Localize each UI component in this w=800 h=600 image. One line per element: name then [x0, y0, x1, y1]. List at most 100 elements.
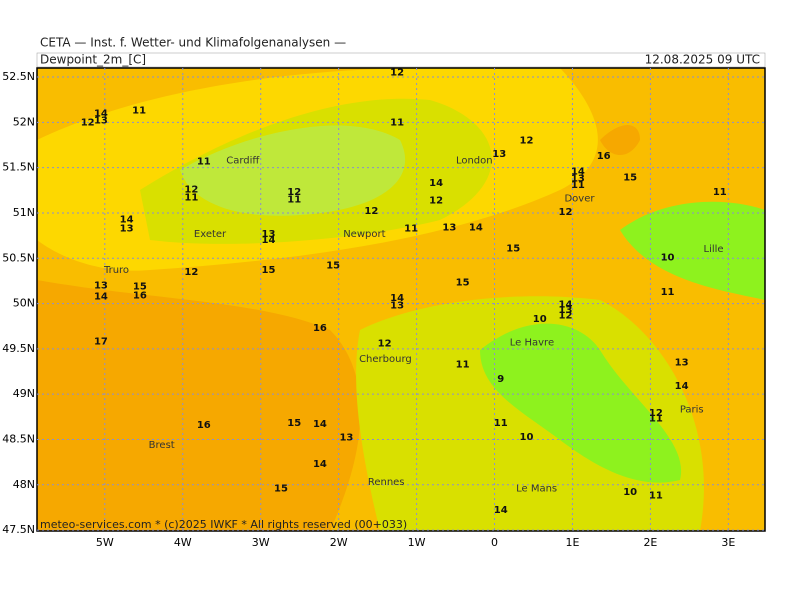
- contour-label: 12: [520, 135, 534, 146]
- contour-label: 11: [390, 117, 404, 128]
- contour-label: 13: [94, 280, 108, 291]
- valid-time: 12.08.2025 09 UTC: [645, 53, 760, 67]
- lon-tick-label: 2W: [330, 536, 348, 549]
- contour-label: 12: [559, 207, 573, 218]
- field: [37, 68, 765, 531]
- contour-label: 16: [313, 323, 327, 334]
- lon-tick-label: 1W: [408, 536, 426, 549]
- contour-label: 16: [597, 151, 611, 162]
- contour-label: 11: [713, 187, 727, 198]
- lat-tick-label: 50.5N: [2, 251, 35, 264]
- contour-label: 11: [649, 414, 663, 425]
- city-label: Rennes: [368, 477, 405, 488]
- contour-label: 10: [533, 314, 547, 325]
- city-label: Exeter: [194, 229, 227, 240]
- contour-label: 13: [571, 174, 585, 185]
- city-label: London: [456, 155, 493, 166]
- contour-label: 12: [184, 267, 198, 278]
- header-bar: [36, 52, 766, 68]
- map-frame: [36, 67, 766, 532]
- lon-tick-label: 2E: [643, 536, 657, 549]
- city-label: Le Havre: [510, 338, 554, 349]
- city-label: Paris: [680, 405, 704, 416]
- parameter: Dewpoint_2m_[C]: [40, 53, 146, 67]
- contour-label: 17: [94, 337, 108, 348]
- city-label: Newport: [343, 229, 385, 240]
- contour-label: 14: [94, 291, 108, 302]
- lat-tick-label: 50N: [13, 297, 35, 310]
- contour-label: 15: [326, 261, 340, 272]
- contour-label: 14: [559, 299, 573, 310]
- lat-tick-label: 47.5N: [2, 523, 35, 536]
- contour-label: 14: [494, 505, 508, 516]
- contour-label: 13: [120, 223, 134, 234]
- contour-label: 10: [661, 252, 675, 263]
- contour-label: 14: [313, 419, 327, 430]
- contour-label: 14: [469, 222, 483, 233]
- lat-tick-label: 52N: [13, 115, 35, 128]
- contour-label: 11: [132, 106, 146, 117]
- lat-tick-label: 49N: [13, 387, 35, 400]
- contour-label: 15: [623, 173, 637, 184]
- contour-label: 9: [497, 374, 504, 385]
- contour-label: 11: [404, 223, 418, 234]
- contour-label: 10: [623, 487, 637, 498]
- lat-tick-label: 48N: [13, 478, 35, 491]
- lat-tick-label: 48.5N: [2, 432, 35, 445]
- lat-tick-label: 51N: [13, 206, 35, 219]
- contour-label: 11: [456, 359, 470, 370]
- contour-label: 13: [262, 229, 276, 240]
- contour-label: 11: [649, 491, 663, 502]
- contour-label: 13: [675, 357, 689, 368]
- city-label: Cardiff: [226, 155, 260, 166]
- contour-label: 15: [274, 483, 288, 494]
- city-label: Cherbourg: [359, 354, 412, 365]
- contour-label: 15: [456, 278, 470, 289]
- lon-tick-label: 0: [491, 536, 498, 549]
- lon-tick-label: 5W: [96, 536, 114, 549]
- contour-label: 12: [287, 187, 301, 198]
- contour-label: 12: [429, 195, 443, 206]
- header-title: CETA — Inst. f. Wetter- und Klimafolgena…: [40, 36, 346, 50]
- contour-label: 16: [133, 290, 147, 301]
- contour-label: 11: [184, 193, 198, 204]
- contour-label: 11: [494, 418, 508, 429]
- contour-label: 14: [571, 166, 585, 177]
- contour-label: 14: [675, 381, 689, 392]
- contour-label: 15: [133, 281, 147, 292]
- contour-label: 13: [559, 305, 573, 316]
- contour-label: 14: [262, 235, 276, 246]
- lat-tick-label: 49.5N: [2, 342, 35, 355]
- contour-label: 12: [81, 117, 95, 128]
- contour-label: 12: [559, 310, 573, 321]
- contour-label: 14: [429, 178, 443, 189]
- city-label: Brest: [149, 440, 175, 451]
- contour-label: 13: [492, 149, 506, 160]
- contour-label: 13: [339, 433, 353, 444]
- contour-label: 16: [197, 420, 211, 431]
- lon-tick-label: 3W: [252, 536, 270, 549]
- contour-label: 10: [520, 432, 534, 443]
- city-label: Dover: [564, 193, 595, 204]
- contour-label: 11: [287, 194, 301, 205]
- contour-label: 14: [313, 459, 327, 470]
- contour-label: 11: [571, 180, 585, 191]
- footer: meteo-services.com * (c)2025 IWKF * All …: [40, 518, 407, 531]
- contour-label: 14: [390, 293, 404, 304]
- contour-label: 12: [364, 206, 378, 217]
- lat-tick-label: 51.5N: [2, 161, 35, 174]
- lon-tick-label: 4W: [174, 536, 192, 549]
- contour-label: 15: [287, 418, 301, 429]
- city-label: Truro: [103, 265, 129, 276]
- contour-label: 12: [378, 338, 392, 349]
- contour-label: 13: [94, 116, 108, 127]
- contour-label: 14: [120, 214, 134, 225]
- contour-label: 12: [649, 408, 663, 419]
- contour-label: 12: [390, 68, 404, 79]
- contour-label: 12: [184, 184, 198, 195]
- contour-label: 15: [506, 243, 520, 254]
- contour-label: 15: [262, 265, 276, 276]
- lon-tick-label: 1E: [566, 536, 580, 549]
- city-label: Le Mans: [516, 483, 557, 494]
